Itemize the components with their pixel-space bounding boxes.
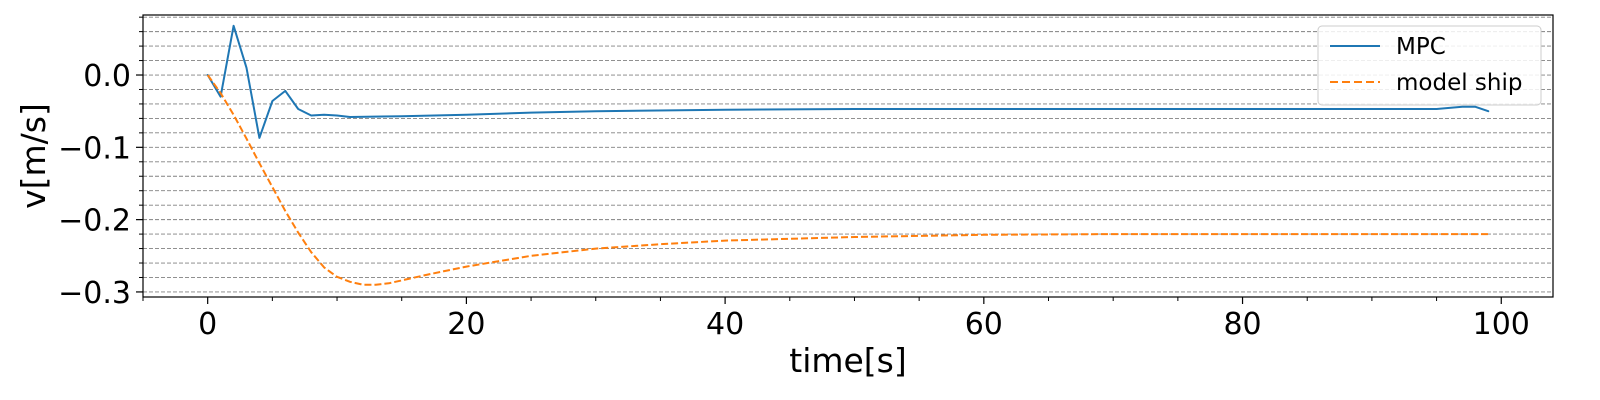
x-tick-label: 40: [706, 307, 744, 342]
axis-ticks: 0 20 40 60 80 100 0.0 −0.1 −0.2 −0.3: [58, 16, 1530, 342]
legend: MPC model ship: [1317, 25, 1542, 106]
x-tick-label: 80: [1223, 307, 1261, 342]
series-line-model-ship: [206, 74, 1489, 286]
grid-lines: [143, 16, 1553, 293]
y-tick-label: 0.0: [83, 59, 131, 94]
legend-label-model-ship: model ship: [1396, 70, 1522, 96]
plot-frame: [142, 14, 1554, 298]
legend-label-mpc: MPC: [1396, 34, 1446, 60]
x-tick-label: 100: [1473, 307, 1530, 342]
series-line-mpc: [206, 24, 1490, 139]
x-tick-label: 0: [198, 307, 217, 342]
x-axis-label: time[s]: [789, 341, 907, 380]
x-tick-label: 20: [447, 307, 485, 342]
y-axis-label: v[m/s]: [14, 103, 53, 209]
y-tick-label: −0.1: [58, 131, 131, 166]
x-tick-label: 60: [965, 307, 1003, 342]
y-tick-label: −0.3: [58, 276, 131, 311]
plot-series: [206, 24, 1490, 286]
y-tick-label: −0.2: [58, 204, 131, 239]
